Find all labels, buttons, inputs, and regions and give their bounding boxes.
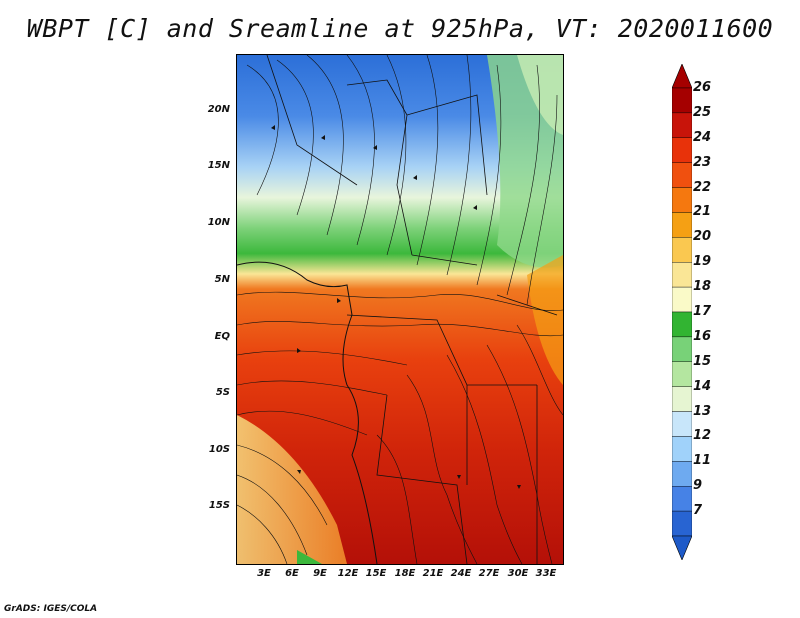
colorbar-tick-label: 23 [693,154,712,170]
colorbar-swatch [672,461,692,487]
colorbar-swatch [672,510,692,537]
grads-credit: GrADS: IGES/COLA [4,604,98,614]
colorbar-tick-label: 22 [693,179,712,195]
colorbar-tick-label: 21 [693,204,712,220]
colorbar-swatch [672,187,692,213]
colorbar-tick-label: 19 [693,254,712,270]
x-tick-label: 30E [507,568,529,579]
sw-green-patch [297,550,322,564]
colorbar-tick-label: 11 [693,453,712,469]
colorbar-tick-label: 9 [693,478,703,494]
ne-highland-region [517,55,563,135]
colorbar-swatch [672,237,692,263]
x-tick-label: 21E [422,568,444,579]
colorbar-swatch [672,137,692,163]
y-tick-label: EQ [214,331,230,342]
x-tick-label: 9E [313,568,327,579]
x-tick-label: 18E [394,568,416,579]
colorbar-tick-label: 16 [693,328,712,344]
x-tick-label: 6E [285,568,299,579]
colorbar-bottom-arrow [672,535,692,560]
colorbar-swatch [672,336,692,362]
coastline [237,261,378,564]
colorbar-swatch [672,386,692,412]
colorbar-tick-label: 26 [693,80,712,95]
y-tick-label: 10N [207,217,230,228]
colorbar-tick-label: 14 [693,378,712,394]
streamline-arrows [271,125,521,489]
colorbar-tick-label: 15 [693,353,712,369]
x-tick-label: 3E [257,568,271,579]
colorbar-swatch [672,162,692,188]
colorbar-tick-label: 13 [693,403,712,419]
colorbar-swatch [672,411,692,437]
x-tick-label: 33E [535,568,557,579]
colorbar-tick-label: 18 [693,279,712,295]
x-tick-label: 12E [337,568,359,579]
colorbar-tick-label: 24 [693,129,712,145]
y-tick-label: 15N [207,160,230,171]
y-tick-label: 15S [208,500,230,511]
y-tick-label: 10S [208,444,230,455]
colorbar-swatch [672,436,692,462]
colorbar-tick-label: 20 [693,229,712,245]
colorbar-swatch [672,361,692,387]
colorbar-tick-label: 12 [693,428,712,444]
colorbar-swatch [672,212,692,238]
streamlines [237,55,563,564]
east-highland-region [527,255,563,385]
x-tick-label: 24E [450,568,472,579]
colorbar-swatch [672,486,692,512]
y-tick-label: 20N [207,104,230,115]
colorbar-swatch [672,87,692,114]
colorbar-tick-label: 7 [693,503,703,519]
colorbar-top-arrow [672,64,692,89]
colorbar-swatch [672,262,692,288]
x-tick-label: 15E [365,568,387,579]
colorbar [672,64,692,560]
map-title: WBPT [C] and Sreamline at 925hPa, VT: 20… [26,14,774,43]
sw-cool-region [237,415,347,564]
colorbar-tick-label: 25 [693,104,712,120]
y-tick-label: 5S [215,387,230,398]
colorbar-tick-label: 17 [693,304,712,319]
map-panel [236,54,564,565]
x-tick-label: 27E [478,568,500,579]
colorbar-swatch [672,112,692,138]
y-tick-label: 5N [214,274,230,285]
map-canvas [237,55,563,564]
colorbar-swatch [672,311,692,338]
colorbar-swatch [672,286,692,313]
